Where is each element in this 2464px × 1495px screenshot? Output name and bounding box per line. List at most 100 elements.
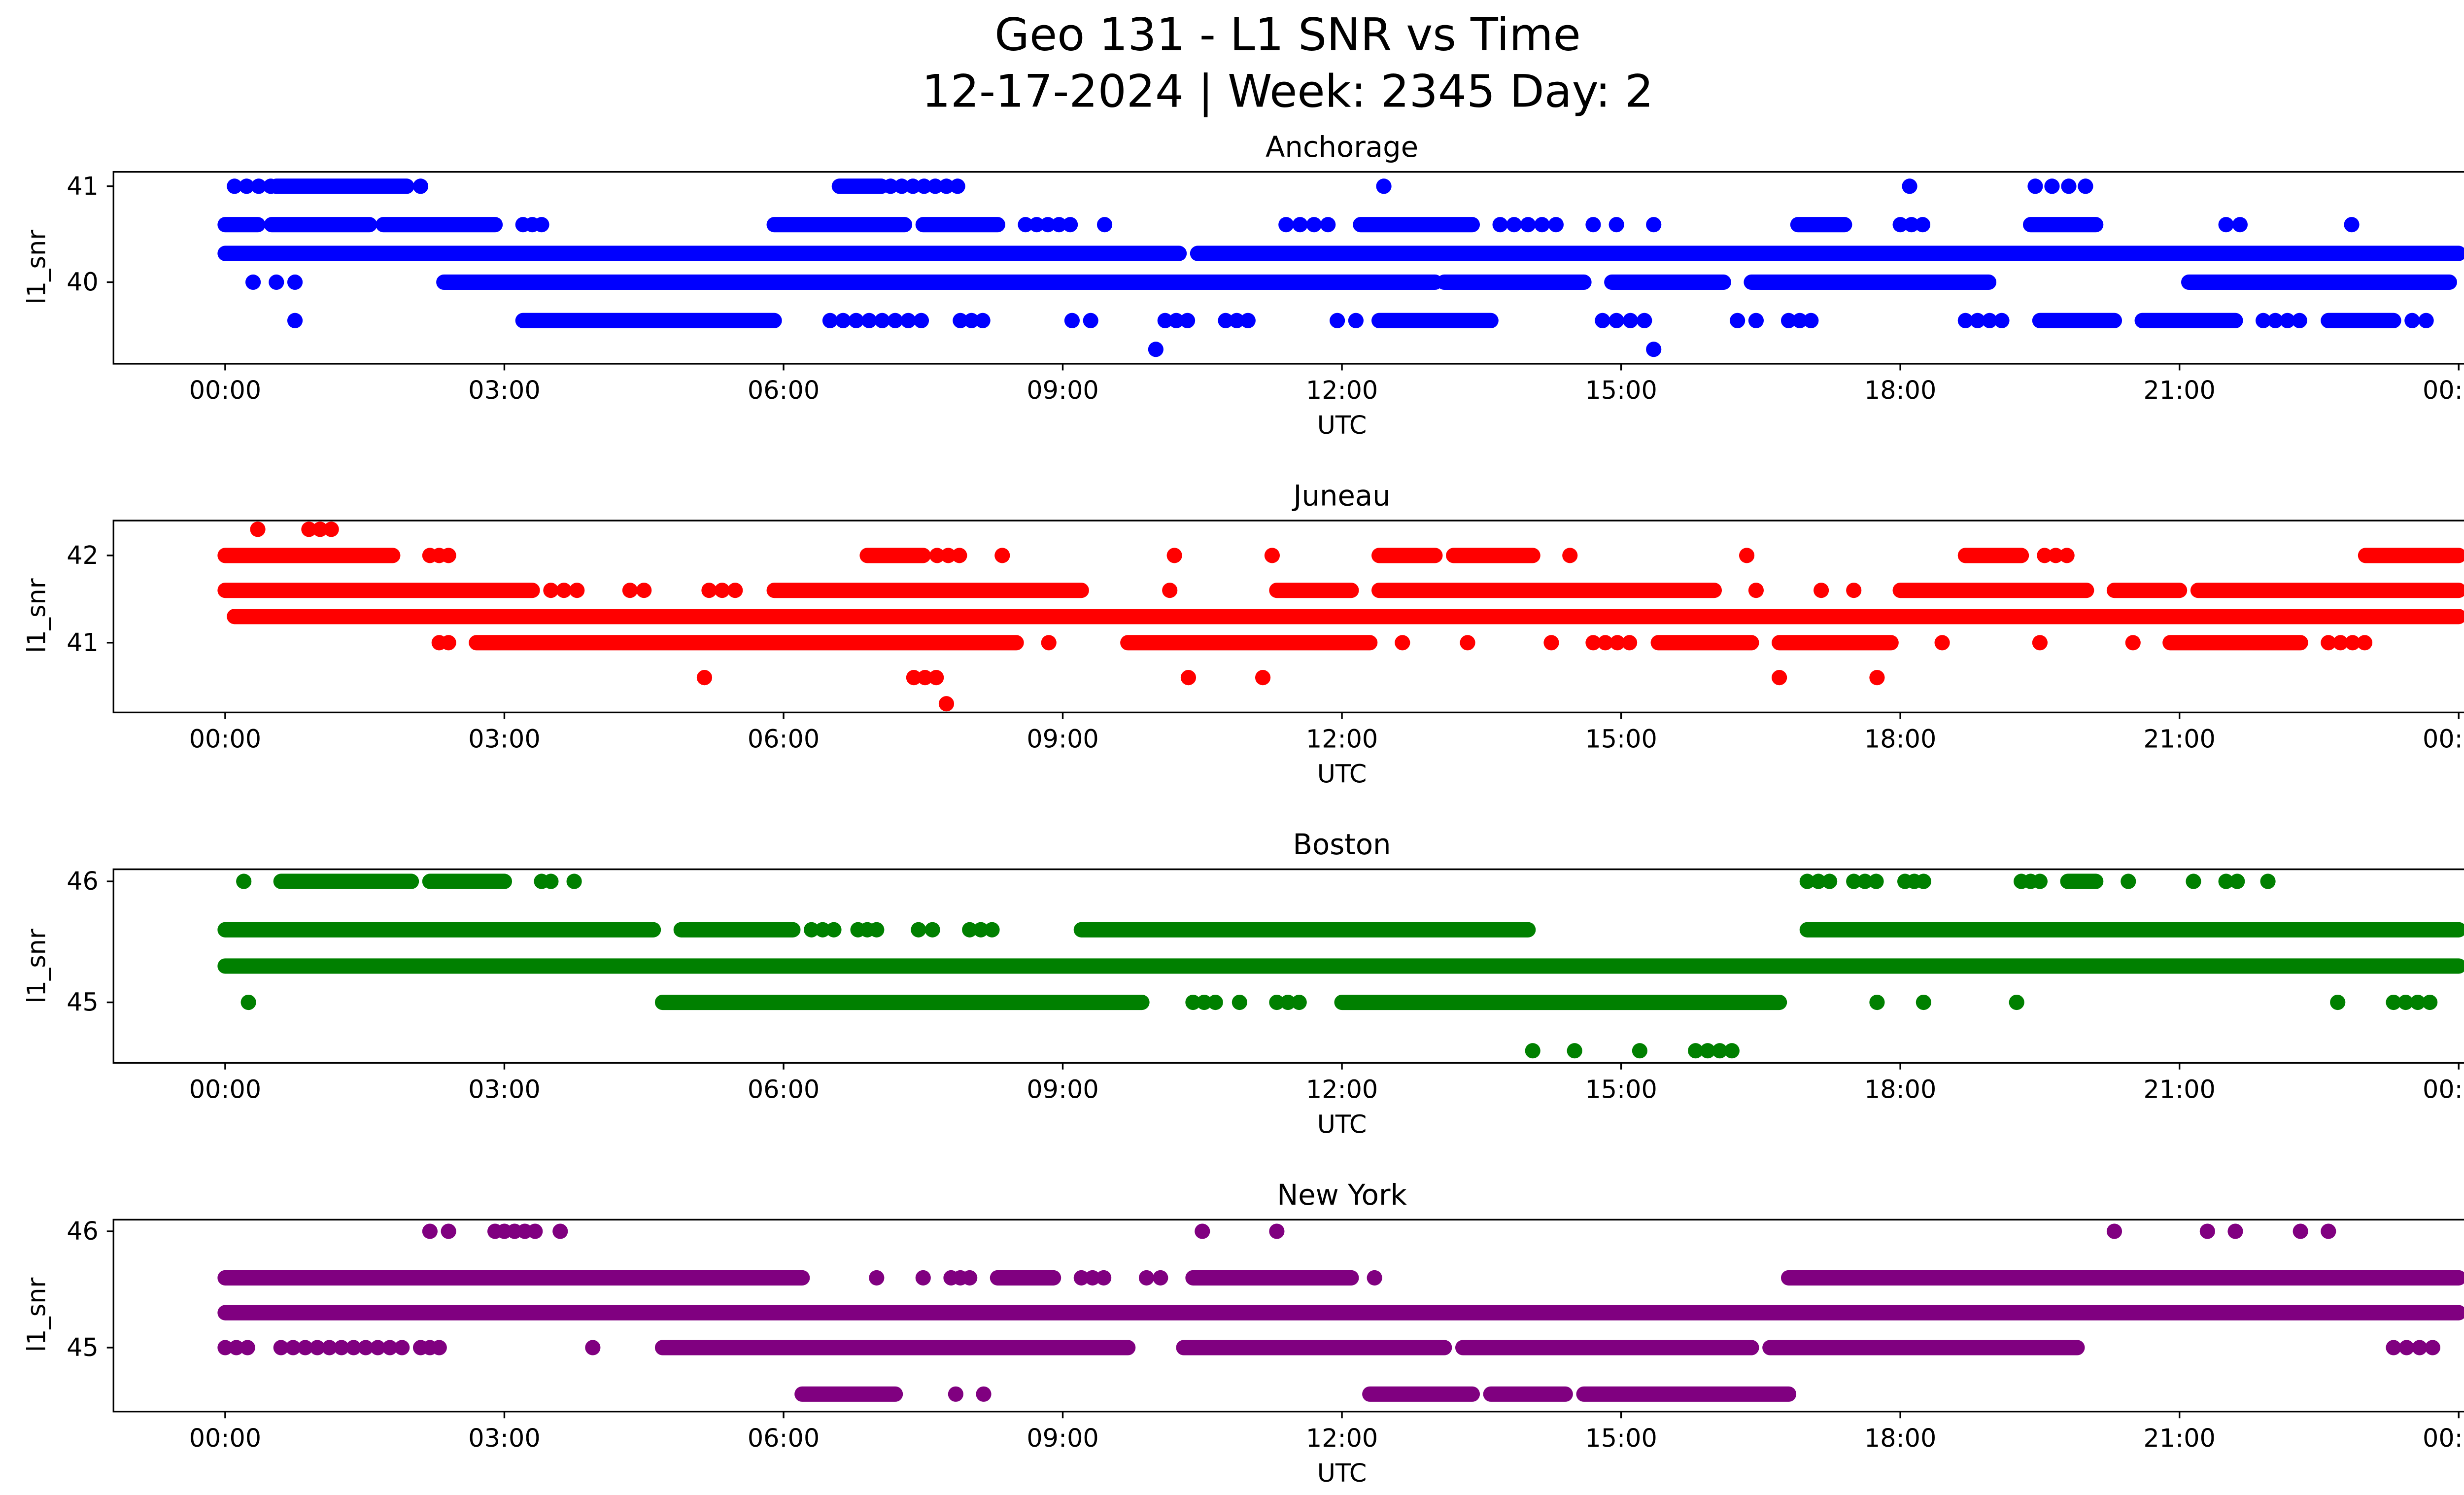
scatter-point xyxy=(1799,873,1815,889)
scatter-point xyxy=(1916,873,1931,889)
scatter-point xyxy=(1460,635,1475,651)
scatter-point xyxy=(1857,873,1873,889)
scatter-point xyxy=(1096,1270,1112,1286)
x-tick-label: 00:00 xyxy=(2423,1424,2464,1453)
y-tick-label: 40 xyxy=(67,267,99,296)
scatter-point xyxy=(940,548,956,563)
scatter-point xyxy=(2357,635,2373,651)
scatter-point xyxy=(1138,1270,1155,1286)
scatter-point xyxy=(2061,178,2077,194)
scatter-point xyxy=(287,274,303,290)
scatter-point xyxy=(1724,1043,1740,1059)
y-axis-label-juneau: l1_snr xyxy=(22,578,52,653)
scatter-point xyxy=(848,313,864,328)
scatter-point xyxy=(822,313,838,328)
scatter-point xyxy=(2345,635,2361,651)
scatter-point xyxy=(1330,313,1345,328)
y-tick-label: 42 xyxy=(67,541,99,570)
scatter-point xyxy=(2267,313,2283,328)
scatter-point xyxy=(2386,1340,2401,1356)
scatter-point xyxy=(240,994,256,1010)
x-tick-label: 03:00 xyxy=(468,724,540,753)
scatter-point xyxy=(1492,217,1508,233)
scatter-point xyxy=(1153,1270,1168,1286)
scatter-point xyxy=(227,178,242,194)
scatter-point xyxy=(1376,178,1392,194)
y-axis-label-newyork: l1_snr xyxy=(22,1277,52,1353)
scatter-point xyxy=(948,1386,963,1402)
scatter-point xyxy=(962,1270,978,1286)
scatter-point xyxy=(1018,217,1033,233)
scatter-point xyxy=(229,1340,244,1356)
x-tick-label: 00:00 xyxy=(189,376,261,405)
scatter-point xyxy=(1915,217,1931,233)
scatter-point xyxy=(874,313,890,328)
scatter-point xyxy=(2125,635,2141,651)
scatter-point xyxy=(883,178,898,194)
scatter-point xyxy=(1291,994,1307,1010)
scatter-point xyxy=(804,922,820,938)
x-tick-label: 21:00 xyxy=(2143,724,2215,753)
scatter-point xyxy=(412,178,429,194)
scatter-point xyxy=(963,313,980,328)
scatter-point xyxy=(1994,313,2010,328)
scatter-point xyxy=(1096,217,1113,233)
scatter-point xyxy=(236,873,252,889)
x-tick-label: 18:00 xyxy=(1864,1424,1936,1453)
scatter-point xyxy=(1811,873,1826,889)
scatter-point xyxy=(527,1223,543,1239)
scatter-point xyxy=(301,522,317,537)
scatter-point xyxy=(251,178,267,194)
scatter-point xyxy=(1748,313,1764,328)
scatter-point xyxy=(441,548,456,563)
scatter-point xyxy=(1597,635,1613,651)
scatter-point xyxy=(2422,994,2438,1010)
y-tick-label: 41 xyxy=(67,172,99,201)
x-tick-label: 00:00 xyxy=(189,1075,261,1104)
scatter-point xyxy=(714,583,730,598)
subplot-title-juneau: Juneau xyxy=(1293,480,1391,514)
scatter-point xyxy=(569,583,585,598)
scatter-point xyxy=(622,583,638,598)
figure-title: Geo 131 - L1 SNR vs Time xyxy=(994,10,1581,62)
scatter-point xyxy=(1148,342,1164,357)
scatter-point xyxy=(869,1270,885,1286)
x-tick-label: 15:00 xyxy=(1585,1424,1657,1453)
scatter-point xyxy=(1280,994,1296,1010)
x-tick-label: 15:00 xyxy=(1585,1075,1657,1104)
scatter-point xyxy=(239,178,254,194)
x-tick-label: 18:00 xyxy=(1864,724,1936,753)
scatter-point xyxy=(1083,313,1098,328)
x-tick-label: 12:00 xyxy=(1306,376,1378,405)
scatter-point xyxy=(894,178,910,194)
subplot-new-york: 00:00 03:00 06:00 09:00 12:00 15:00 18:00 21:00… xyxy=(67,1217,2464,1453)
scatter-point xyxy=(1040,217,1056,233)
scatter-point xyxy=(543,583,559,598)
x-tick-label: 06:00 xyxy=(748,376,820,405)
scatter-point xyxy=(2344,217,2360,233)
x-tick-label: 21:00 xyxy=(2143,1424,2215,1453)
scatter-point xyxy=(1688,1043,1704,1059)
x-tick-label: 18:00 xyxy=(1864,1075,1936,1104)
scatter-point xyxy=(321,1340,338,1356)
scatter-point xyxy=(1269,1223,1285,1239)
scatter-point xyxy=(2009,994,2024,1010)
scatter-point xyxy=(1730,313,1745,328)
scatter-point xyxy=(1632,1043,1647,1059)
scatter-point xyxy=(1608,217,1624,233)
scatter-point xyxy=(835,313,851,328)
scatter-point xyxy=(345,1340,362,1356)
x-tick-label: 03:00 xyxy=(468,376,540,405)
scatter-point xyxy=(2227,1223,2243,1239)
scatter-point xyxy=(1772,670,1787,686)
x-axis-label-anchorage: UTC xyxy=(1317,410,1367,441)
x-tick-label: 21:00 xyxy=(2143,376,2215,405)
y-axis-label-boston: l1_snr xyxy=(22,929,52,1004)
scatter-point xyxy=(2404,313,2420,328)
subplot-title-boston: Boston xyxy=(1293,829,1391,863)
scatter-point xyxy=(1180,670,1197,686)
scatter-point xyxy=(1637,313,1652,328)
scatter-point xyxy=(636,583,652,598)
scatter-point xyxy=(1229,313,1245,328)
scatter-point xyxy=(1846,873,1862,889)
